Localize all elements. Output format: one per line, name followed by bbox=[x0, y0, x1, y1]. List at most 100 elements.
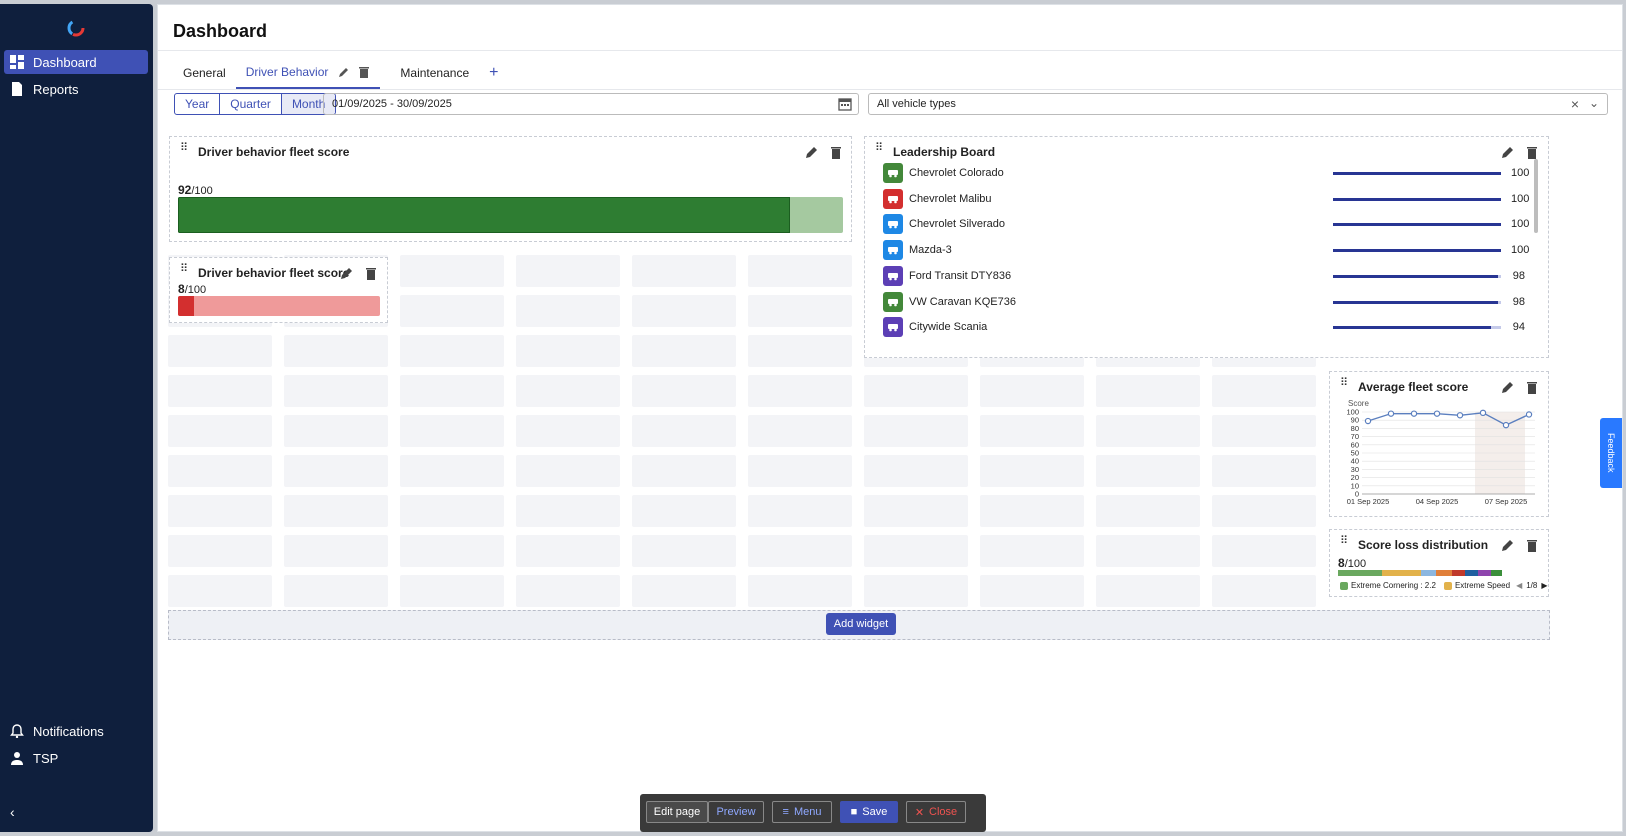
sidebar-item-dashboard[interactable]: Dashboard bbox=[4, 50, 148, 74]
delete-widget-trash-icon[interactable] bbox=[1525, 380, 1539, 394]
scrollbar[interactable] bbox=[1534, 159, 1538, 233]
drag-handle-icon[interactable]: ⠿ bbox=[1340, 377, 1348, 389]
grid-placeholder-cell bbox=[632, 335, 736, 367]
delete-widget-trash-icon[interactable] bbox=[364, 266, 378, 280]
widget-score-loss: ⠿ Score loss distribution 8/100 Extreme … bbox=[1329, 529, 1549, 597]
menu-button[interactable]: ≡ Menu bbox=[772, 801, 832, 823]
data-point bbox=[1410, 410, 1418, 417]
delete-widget-trash-icon[interactable] bbox=[829, 145, 843, 159]
widget-title: Leadership Board bbox=[893, 145, 996, 159]
date-range-input[interactable]: 01/09/2025 - 30/09/2025 bbox=[323, 93, 859, 115]
widget-title: Driver behavior fleet score bbox=[198, 145, 350, 159]
edit-widget-pencil-icon[interactable] bbox=[805, 145, 819, 159]
drag-handle-icon[interactable]: ⠿ bbox=[875, 142, 883, 154]
period-year-button[interactable]: Year bbox=[175, 94, 221, 114]
grid-placeholder-cell bbox=[400, 575, 504, 607]
prev-page-icon[interactable]: ◀ bbox=[1516, 581, 1523, 590]
save-button[interactable]: ■ Save bbox=[840, 801, 898, 823]
grid-placeholder-cell bbox=[400, 495, 504, 527]
sidebar-item-reports[interactable]: Reports bbox=[4, 77, 148, 101]
grid-placeholder-cell bbox=[284, 335, 388, 367]
loss-segment bbox=[1421, 570, 1437, 576]
period-quarter-button[interactable]: Quarter bbox=[220, 94, 282, 114]
loss-segment bbox=[1451, 570, 1465, 576]
grid-placeholder-cell bbox=[864, 415, 968, 447]
delete-widget-trash-icon[interactable] bbox=[1525, 145, 1539, 159]
menu-label: Menu bbox=[793, 806, 822, 818]
grid-placeholder-cell bbox=[748, 295, 852, 327]
grid-placeholder-cell bbox=[980, 375, 1084, 407]
leaderboard-row[interactable]: Chevrolet Malibu 100 bbox=[883, 188, 1543, 210]
truck-icon bbox=[883, 291, 903, 312]
leaderboard-row[interactable]: Ford Transit DTY836 98 bbox=[883, 265, 1543, 287]
grid-placeholder-cell bbox=[632, 255, 736, 287]
leaderboard-row[interactable]: Citywide Scania 94 bbox=[883, 316, 1543, 338]
legend-label: Extreme Cornering : 2.2 bbox=[1351, 581, 1436, 590]
close-button[interactable]: ✕ Close bbox=[906, 801, 966, 823]
grid-placeholder-cell bbox=[980, 415, 1084, 447]
tab-bar: General Driver Behavior Maintenance + bbox=[173, 57, 508, 89]
grid-placeholder-cell bbox=[748, 495, 852, 527]
score-number: 8 bbox=[1338, 556, 1345, 570]
widget-grid bbox=[168, 123, 1618, 643]
user-icon bbox=[11, 752, 23, 765]
drag-handle-icon[interactable]: ⠿ bbox=[1340, 535, 1348, 547]
next-page-icon[interactable]: ▶ bbox=[1541, 581, 1548, 590]
drag-handle-icon[interactable]: ⠿ bbox=[180, 142, 188, 154]
sidebar-item-user[interactable]: TSP bbox=[4, 746, 148, 770]
delete-widget-trash-icon[interactable] bbox=[1525, 538, 1539, 552]
close-label: Close bbox=[929, 806, 958, 818]
leaderboard-name: Chevrolet Silverado bbox=[909, 218, 1005, 231]
feedback-button[interactable]: Feedback bbox=[1600, 418, 1622, 488]
tab-general[interactable]: General bbox=[173, 57, 236, 89]
vehicle-type-select[interactable]: All vehicle types × ⌄ bbox=[868, 93, 1608, 115]
grid-placeholder-cell bbox=[864, 495, 968, 527]
add-widget-button[interactable]: Add widget bbox=[826, 613, 896, 635]
edit-page-button[interactable]: Edit page bbox=[646, 801, 708, 823]
sidebar-item-notifications[interactable]: Notifications bbox=[4, 719, 148, 743]
sidebar-item-label: Dashboard bbox=[33, 54, 97, 70]
chevron-down-icon[interactable]: ⌄ bbox=[1588, 96, 1599, 110]
calendar-icon[interactable] bbox=[838, 97, 852, 111]
leaderboard-row[interactable]: Mazda-3 100 bbox=[883, 239, 1543, 261]
collapse-sidebar-chevron-icon[interactable]: ‹ bbox=[10, 804, 15, 820]
tab-label: Driver Behavior bbox=[245, 65, 329, 79]
tab-driver-behavior[interactable]: Driver Behavior bbox=[235, 57, 381, 89]
preview-button[interactable]: Preview bbox=[708, 801, 764, 823]
period-month-button[interactable]: Month bbox=[281, 94, 336, 114]
sidebar-item-label: TSP bbox=[33, 750, 59, 766]
grid-placeholder-cell bbox=[1212, 455, 1316, 487]
add-tab-plus-icon[interactable]: + bbox=[489, 64, 499, 81]
drag-handle-icon[interactable]: ⠿ bbox=[180, 263, 188, 275]
grid-placeholder-cell bbox=[284, 495, 388, 527]
grid-placeholder-cell bbox=[1096, 415, 1200, 447]
leaderboard-row[interactable]: VW Caravan KQE736 98 bbox=[883, 291, 1543, 313]
leaderboard-row[interactable]: Chevrolet Silverado 100 bbox=[883, 213, 1543, 235]
leaderboard-value: 100 bbox=[1511, 167, 1530, 179]
tab-maintenance[interactable]: Maintenance bbox=[390, 57, 479, 89]
grid-placeholder-cell bbox=[632, 455, 736, 487]
grid-placeholder-cell bbox=[168, 535, 272, 567]
leaderboard-value: 100 bbox=[1511, 218, 1530, 231]
leaderboard-name: Mazda-3 bbox=[909, 244, 952, 257]
grid-placeholder-cell bbox=[516, 415, 620, 447]
data-point bbox=[1433, 410, 1441, 417]
edit-widget-pencil-icon[interactable] bbox=[1501, 380, 1515, 394]
clear-icon[interactable]: × bbox=[1570, 96, 1579, 112]
leaderboard-bar-fill bbox=[1333, 300, 1498, 304]
score-bar bbox=[178, 197, 843, 233]
widget-title: Score loss distribution bbox=[1358, 538, 1489, 552]
car-icon bbox=[883, 188, 903, 209]
tab-label: General bbox=[183, 66, 226, 80]
edit-widget-pencil-icon[interactable] bbox=[1501, 538, 1515, 552]
edit-widget-pencil-icon[interactable] bbox=[340, 266, 354, 280]
edit-tab-pencil-icon[interactable] bbox=[338, 66, 350, 78]
leaderboard-value: 100 bbox=[1511, 192, 1530, 205]
edit-widget-pencil-icon[interactable] bbox=[1501, 145, 1515, 159]
leaderboard-row[interactable]: Chevrolet Colorado 100 bbox=[883, 162, 1543, 184]
save-label: Save bbox=[862, 806, 888, 818]
delete-tab-trash-icon[interactable] bbox=[358, 66, 370, 78]
leaderboard-bar-fill bbox=[1333, 249, 1501, 253]
y-tick-label: 70 bbox=[1351, 432, 1359, 441]
